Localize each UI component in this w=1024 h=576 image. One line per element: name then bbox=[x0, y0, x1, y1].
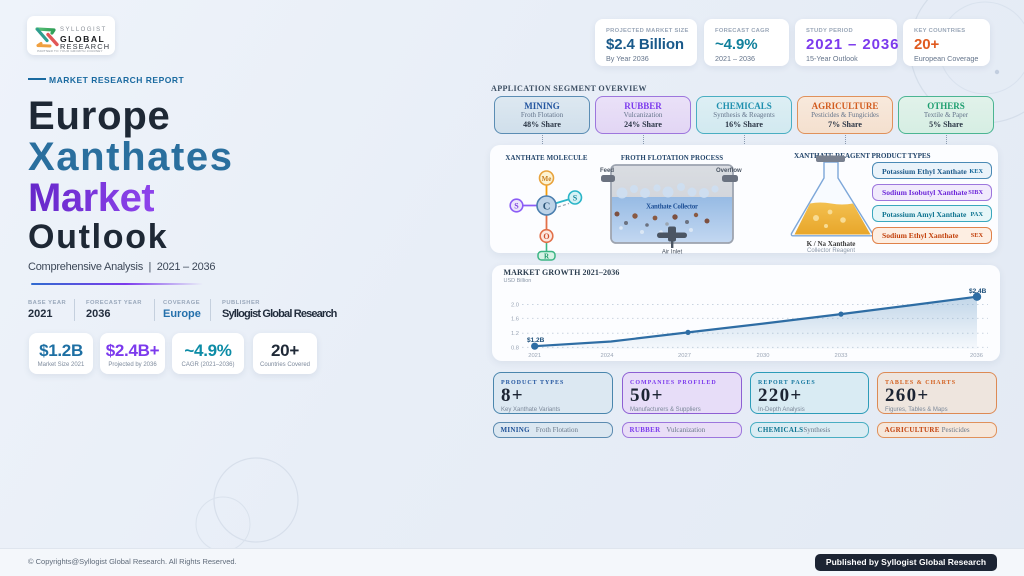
svg-text:S: S bbox=[514, 202, 519, 211]
svg-text:R: R bbox=[544, 253, 550, 261]
svg-text:2027: 2027 bbox=[678, 353, 691, 359]
svg-text:Xanthate Collector: Xanthate Collector bbox=[646, 204, 698, 211]
svg-text:1.6: 1.6 bbox=[511, 316, 519, 322]
svg-text:S: S bbox=[573, 194, 578, 203]
svg-text:2036: 2036 bbox=[970, 353, 983, 359]
svg-text:0.8: 0.8 bbox=[511, 345, 519, 351]
svg-text:Air Inlet: Air Inlet bbox=[662, 250, 683, 256]
svg-text:2.0: 2.0 bbox=[511, 303, 519, 309]
svg-text:Me: Me bbox=[542, 175, 552, 183]
svg-text:O: O bbox=[543, 232, 549, 241]
svg-text:2030: 2030 bbox=[757, 353, 770, 359]
svg-text:$1.2B: $1.2B bbox=[527, 337, 545, 344]
svg-text:2021: 2021 bbox=[528, 353, 541, 359]
svg-text:Feed: Feed bbox=[600, 168, 614, 174]
svg-text:2033: 2033 bbox=[835, 353, 848, 359]
svg-text:C: C bbox=[543, 202, 551, 213]
svg-text:1.2: 1.2 bbox=[511, 331, 519, 337]
svg-text:Overflow: Overflow bbox=[716, 168, 742, 174]
svg-text:2024: 2024 bbox=[601, 353, 615, 359]
svg-text:$2.4B: $2.4B bbox=[969, 288, 987, 295]
